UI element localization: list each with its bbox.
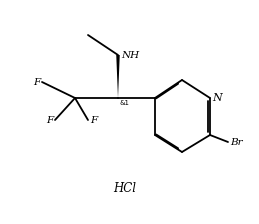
Text: F: F (33, 78, 40, 86)
Polygon shape (116, 55, 120, 98)
Text: Br: Br (230, 138, 243, 146)
Text: F: F (90, 116, 97, 125)
Text: &1: &1 (120, 100, 130, 106)
Text: N: N (212, 93, 222, 103)
Text: F: F (46, 116, 53, 125)
Text: HCl: HCl (113, 181, 136, 194)
Text: NH: NH (121, 50, 139, 60)
